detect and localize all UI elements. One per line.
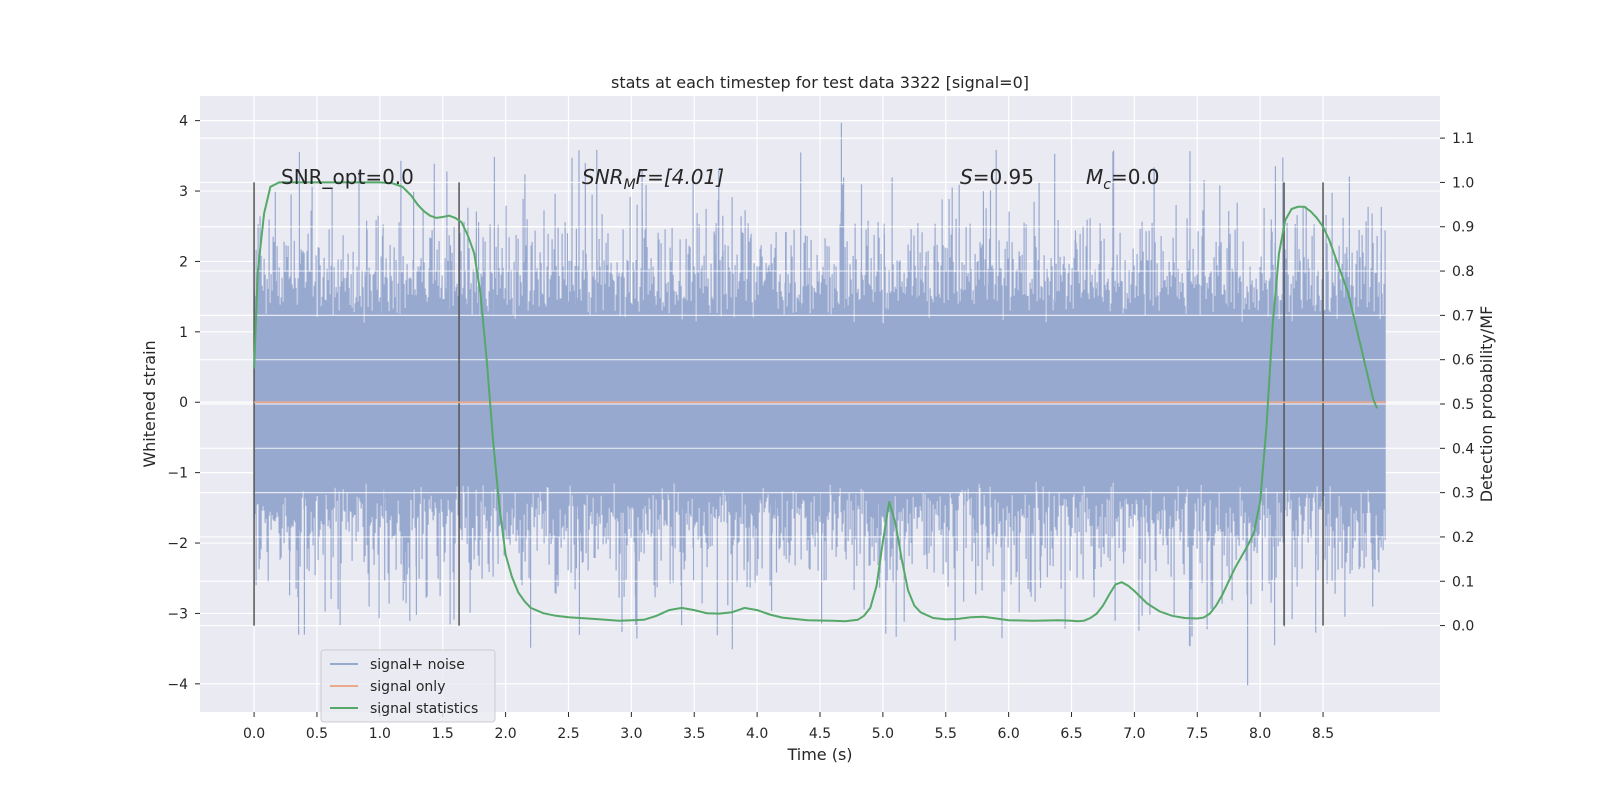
x-tick-label: 3.5	[683, 726, 705, 742]
x-tick-label: 6.5	[1060, 726, 1082, 742]
x-tick-label: 5.0	[872, 726, 894, 742]
annotation-snr-opt: SNR_opt=0.0	[281, 165, 414, 189]
y-tick-label: −3	[167, 606, 188, 622]
y-tick-label: 4	[179, 114, 188, 130]
x-tick-label: 6.0	[998, 726, 1020, 742]
legend-label-signal-only: signal only	[370, 679, 445, 695]
x-tick-label: 8.5	[1312, 726, 1334, 742]
y-axis-label: Whitened strain	[140, 340, 159, 467]
y2-tick-label: 0.3	[1452, 486, 1474, 502]
snr-mf-symbol: SNR	[582, 165, 624, 189]
y-tick-label: −1	[167, 466, 188, 482]
chart-title: stats at each timestep for test data 332…	[611, 73, 1029, 92]
y2-tick-label: 1.1	[1452, 131, 1474, 147]
y-axis-ticks: 4 3 2 1 0 −1 −2 −3 −4	[167, 114, 200, 693]
legend-box	[320, 649, 496, 723]
x-tick-label: 2.5	[557, 726, 579, 742]
x-axis-ticks: 0.0 0.5 1.0 1.5 2.0 2.5 3.0 3.5 4.0 4.5 5.0 5.5 6.0 6…	[243, 712, 1334, 742]
x-tick-label: 1.0	[369, 726, 391, 742]
y2-tick-label: 0.7	[1452, 308, 1474, 324]
x-tick-label: 7.0	[1123, 726, 1145, 742]
y2-tick-label: 0.1	[1452, 574, 1474, 590]
y2-axis-label: Detection probability/MF	[1477, 306, 1496, 503]
legend-label-signal-statistics: signal statistics	[370, 701, 478, 717]
y-tick-label: 3	[179, 184, 188, 200]
y2-tick-label: 0.2	[1452, 530, 1474, 546]
signal-statistics-line	[253, 181, 1379, 623]
s-symbol: S	[960, 165, 973, 189]
annotation-mc: Mc=0.0	[1086, 165, 1160, 193]
legend-label-signal-noise: signal+ noise	[370, 657, 465, 673]
x-tick-label: 7.5	[1186, 726, 1208, 742]
y2-tick-label: 0.5	[1452, 397, 1474, 413]
y2-tick-label: 0.4	[1452, 441, 1474, 457]
y-tick-label: −4	[167, 677, 188, 693]
x-tick-label: 3.0	[620, 726, 642, 742]
y2-tick-label: 0.0	[1452, 619, 1474, 635]
x-tick-label: 8.0	[1249, 726, 1271, 742]
snr-mf-value: F=[4.01]	[636, 165, 724, 189]
snr-mf-subscript: M	[624, 177, 636, 193]
x-tick-label: 0.0	[243, 726, 265, 742]
annotation-s: S=0.95	[960, 165, 1034, 189]
x-tick-label: 5.5	[935, 726, 957, 742]
y-tick-label: −2	[167, 536, 188, 552]
y2-tick-label: 1.0	[1452, 175, 1474, 191]
y-tick-label: 1	[179, 325, 188, 341]
legend: signal+ noise signal only signal statist…	[320, 649, 496, 723]
y-tick-label: 2	[179, 254, 188, 270]
x-tick-label: 1.5	[432, 726, 454, 742]
x-tick-label: 4.0	[746, 726, 768, 742]
series-signal-noise	[253, 122, 1386, 686]
vertical-markers	[253, 182, 1324, 626]
x-tick-label: 4.5	[809, 726, 831, 742]
series-signal-statistics	[253, 181, 1379, 623]
x-axis-label: Time (s)	[786, 745, 852, 764]
mc-value: =0.0	[1111, 165, 1160, 189]
y-tick-label: 0	[179, 395, 188, 411]
y2-tick-label: 0.9	[1452, 220, 1474, 236]
y2-tick-label: 0.6	[1452, 353, 1474, 369]
x-tick-label: 2.0	[494, 726, 516, 742]
x-tick-label: 0.5	[306, 726, 328, 742]
mc-subscript: c	[1103, 177, 1111, 193]
s-value: =0.95	[973, 165, 1034, 189]
y2-tick-label: 0.8	[1452, 264, 1474, 280]
y2-axis-ticks: 1.1 1.0 0.9 0.8 0.7 0.6 0.5 0.4 0.3 0.2 0.1 0.0	[1440, 131, 1474, 635]
mc-symbol: M	[1086, 165, 1103, 189]
annotation-snr-mf: SNRMF=[4.01]	[582, 165, 724, 193]
